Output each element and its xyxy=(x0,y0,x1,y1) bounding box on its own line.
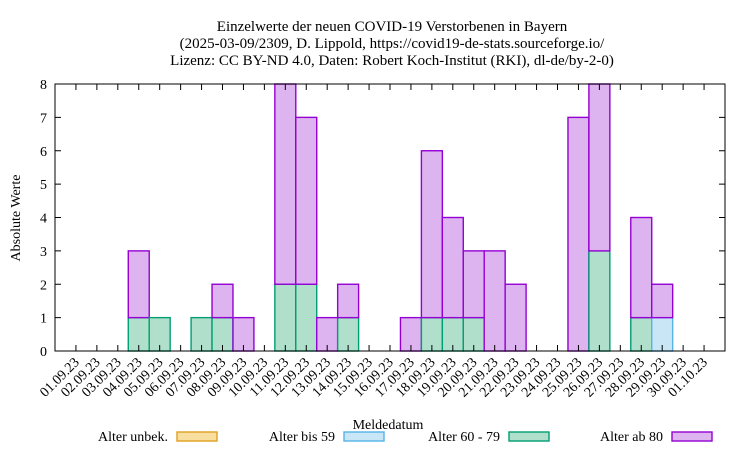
bar-80plus-26.09.23 xyxy=(588,83,611,252)
legend-label-60to79: Alter 60 - 79 xyxy=(428,430,500,445)
bar-80plus-14.09.23 xyxy=(336,283,360,319)
legend-swatch-80plus xyxy=(671,431,713,442)
y-axis-label: Absolute Werte xyxy=(9,175,24,262)
legend-label-unknown: Alter unbek. xyxy=(98,430,168,445)
bar-80plus-29.09.23 xyxy=(651,283,674,319)
bars-layer xyxy=(127,83,674,352)
y-tick-label: 7 xyxy=(40,111,47,126)
legend-label-80plus: Alter ab 80 xyxy=(600,430,663,445)
legend-swatch-60to79 xyxy=(508,431,550,442)
bar-60to79-11.09.23 xyxy=(274,283,297,352)
y-tick-label: 4 xyxy=(40,212,47,227)
chart-title-line-3: Lizenz: CC BY-ND 4.0, Daten: Robert Koch… xyxy=(170,53,614,69)
bar-80plus-11.09.23 xyxy=(274,83,297,285)
bar-80plus-19.09.23 xyxy=(441,216,464,319)
bar-60to79-12.09.23 xyxy=(295,283,318,352)
bar-80plus-04.09.23 xyxy=(127,250,150,319)
y-tick-label: 0 xyxy=(40,345,47,360)
plot-border xyxy=(54,83,726,352)
bar-80plus-21.09.23 xyxy=(483,250,506,352)
y-tick-label: 6 xyxy=(40,145,47,160)
axes-layer: 01234567801.09.2302.09.2303.09.2304.09.2… xyxy=(38,78,726,400)
legend-swatch-u59 xyxy=(343,431,385,442)
bar-80plus-18.09.23 xyxy=(420,150,444,319)
bar-80plus-22.09.23 xyxy=(504,283,527,352)
bar-60to79-26.09.23 xyxy=(588,250,611,352)
y-tick-label: 1 xyxy=(40,312,47,327)
y-tick-label: 8 xyxy=(40,78,47,93)
bar-80plus-25.09.23 xyxy=(567,116,590,352)
legend: Alter unbek. Alter bis 59 Alter 60 - 79 Alt… xyxy=(98,430,713,445)
legend-label-u59: Alter bis 59 xyxy=(269,430,335,445)
bar-80plus-20.09.23 xyxy=(462,250,485,319)
y-tick-label: 2 xyxy=(40,278,47,293)
x-axis-label: Meldedatum xyxy=(353,418,424,433)
legend-swatch-unknown xyxy=(176,431,218,442)
bar-80plus-28.09.23 xyxy=(630,216,653,319)
chart-title-line-1: Einzelwerte der neuen COVID-19 Verstorbe… xyxy=(217,19,568,35)
bar-80plus-12.09.23 xyxy=(295,116,318,285)
bar-80plus-08.09.23 xyxy=(211,283,234,319)
chart-title-line-2: (2025-03-09/2309, D. Lippold, https://co… xyxy=(180,36,605,52)
y-tick-label: 3 xyxy=(40,245,47,260)
y-tick-label: 5 xyxy=(40,178,47,193)
